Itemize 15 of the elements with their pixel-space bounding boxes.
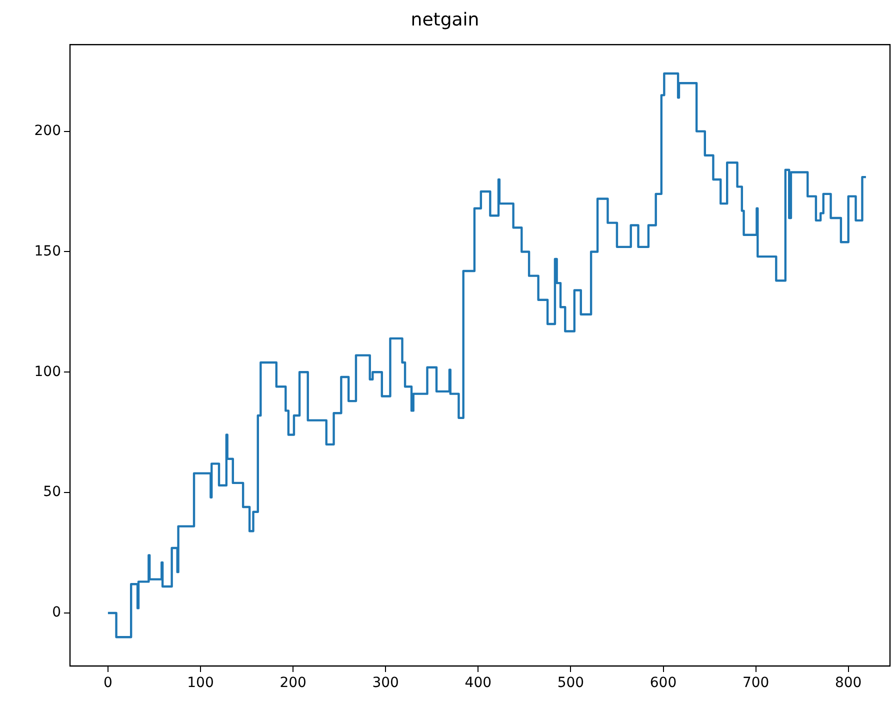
x-tick-label: 300 — [372, 675, 399, 692]
y-tick-label: 0 — [52, 604, 61, 621]
chart-title: netgain — [410, 9, 480, 30]
x-tick-label: 400 — [464, 675, 492, 692]
y-tick-label: 50 — [43, 484, 61, 500]
x-tick-label: 100 — [187, 675, 214, 692]
x-tick-label: 700 — [742, 675, 770, 692]
y-tick-label: 200 — [34, 122, 61, 139]
x-tick-label: 200 — [280, 675, 306, 692]
y-tick-label: 100 — [34, 364, 61, 380]
x-tick-label: 0 — [103, 675, 112, 692]
x-tick-label: 500 — [557, 675, 584, 692]
x-tick-label: 800 — [834, 675, 862, 692]
x-tick-label: 600 — [650, 675, 677, 692]
y-tick-label: 150 — [34, 243, 61, 260]
